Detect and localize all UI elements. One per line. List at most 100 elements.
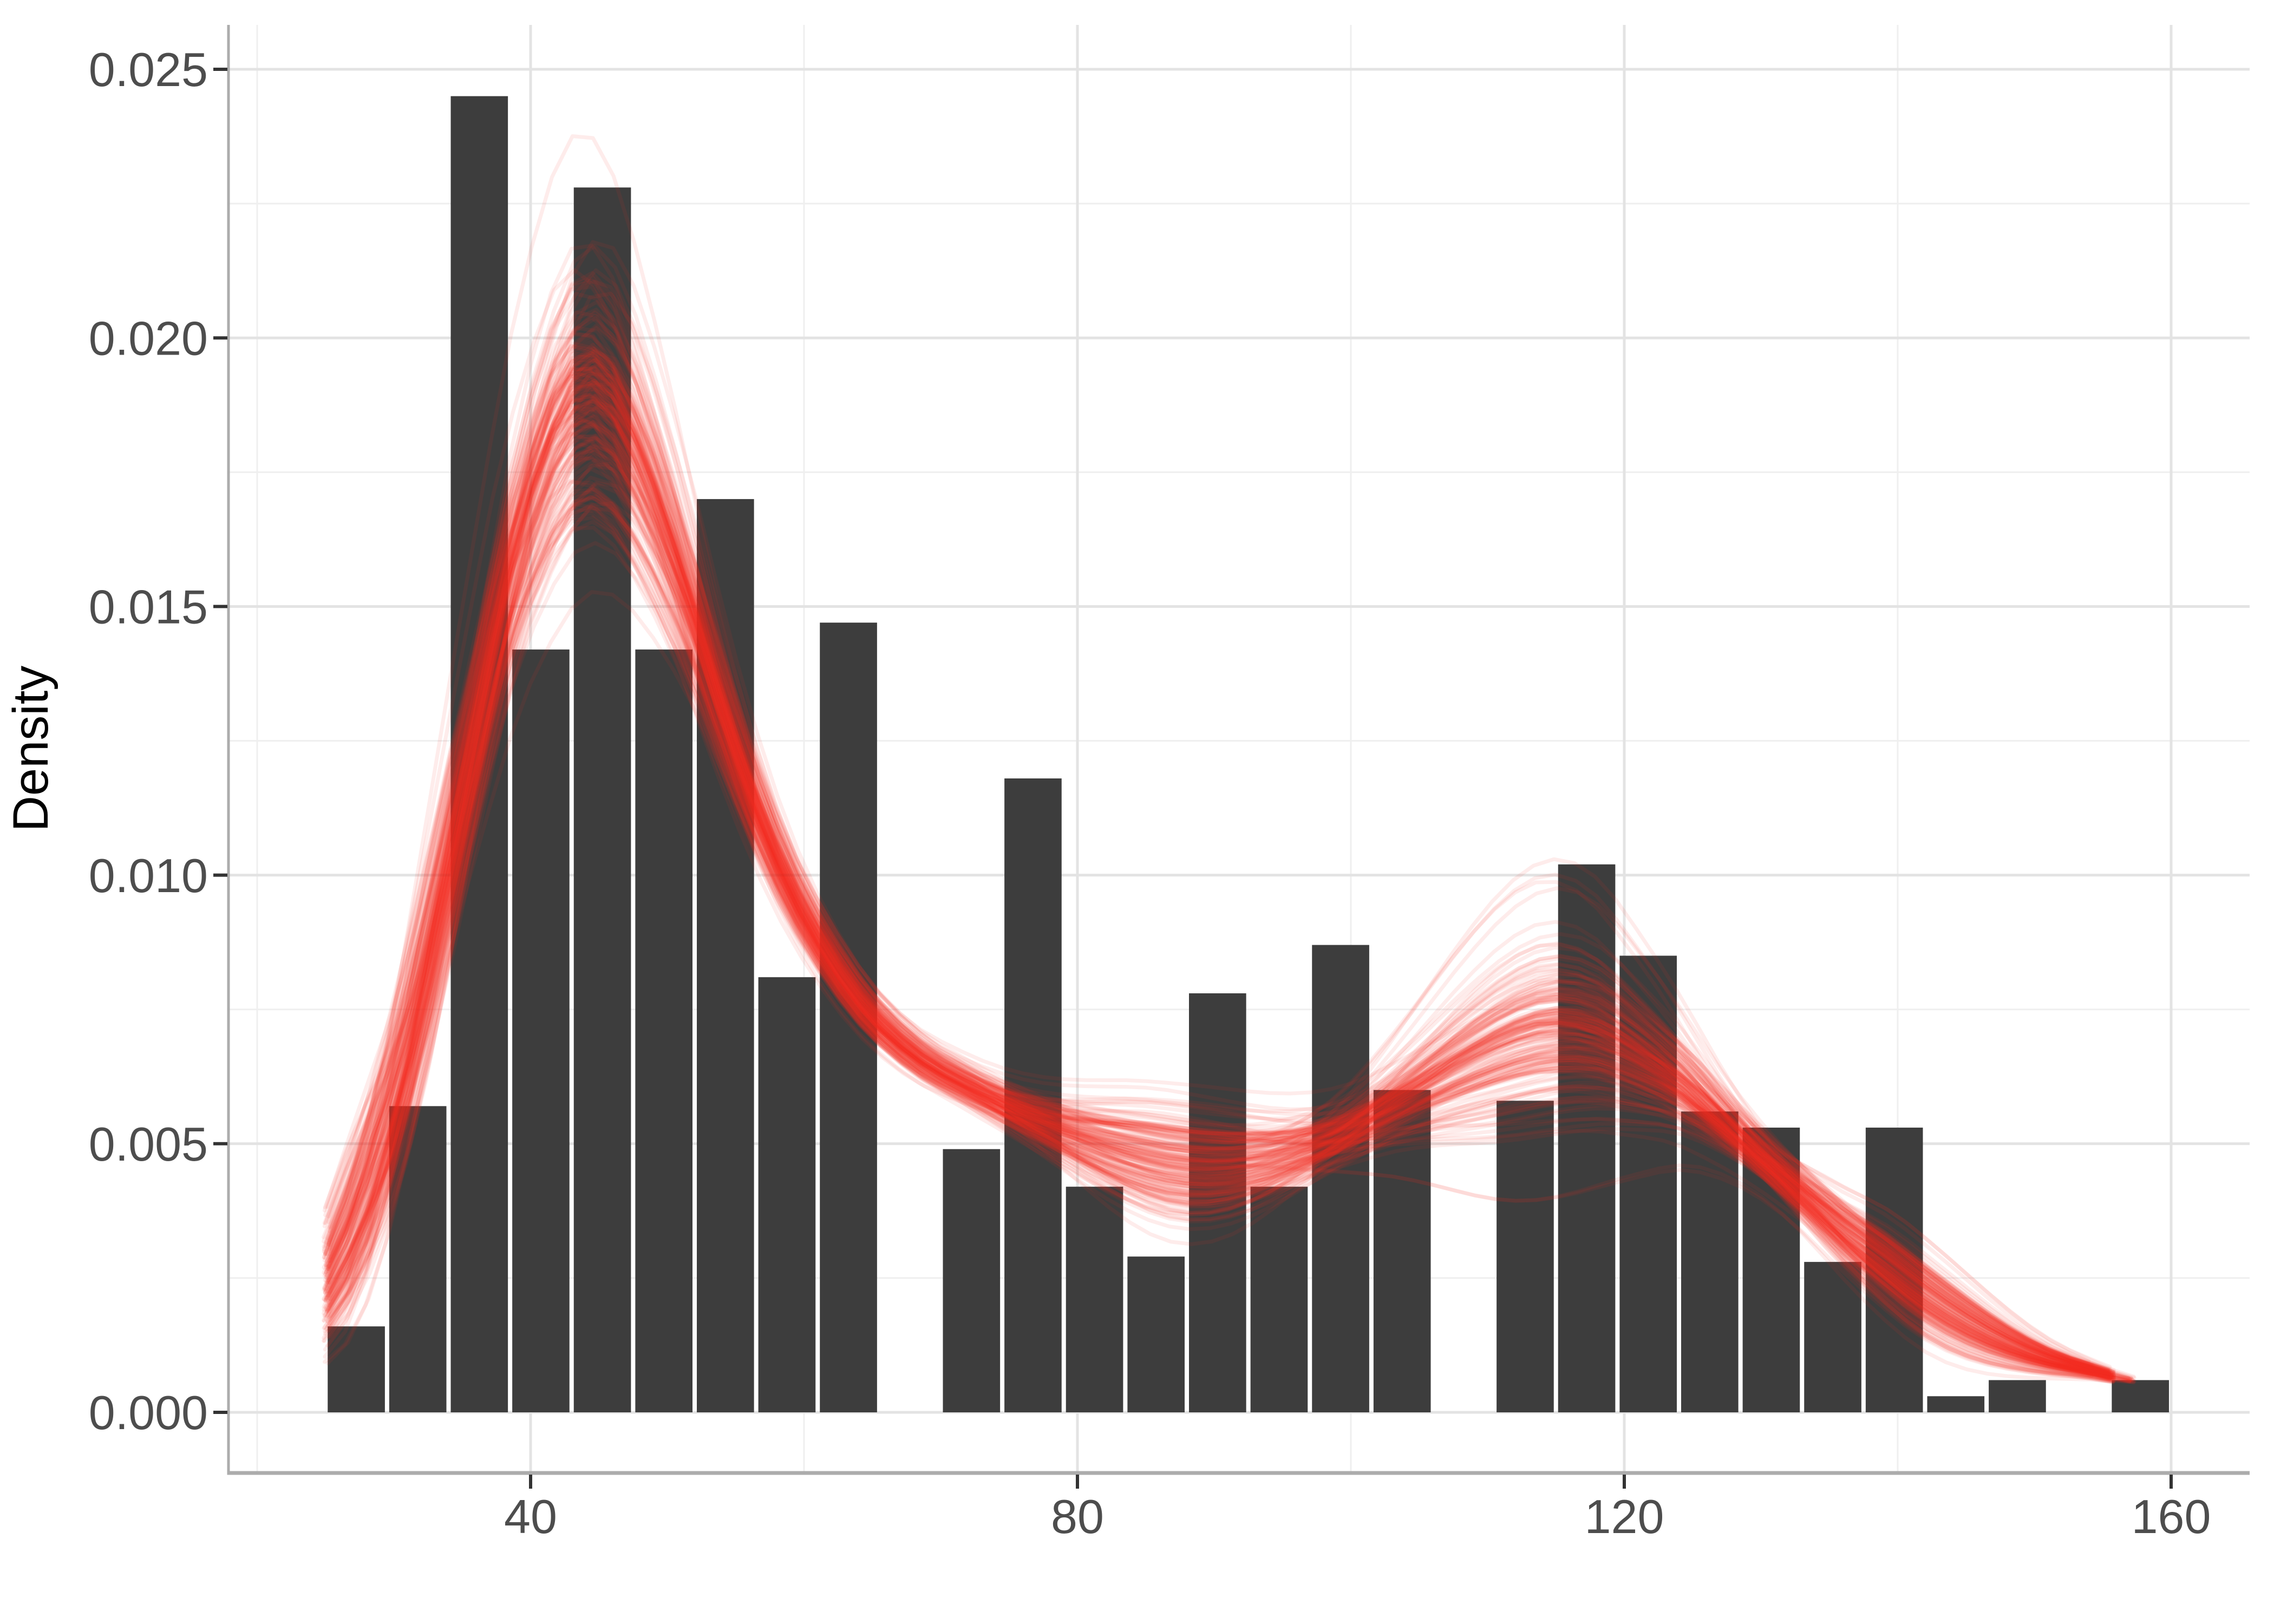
density-curve-draw <box>328 381 2116 1372</box>
density-curve-draw <box>327 411 2095 1376</box>
density-curve-draw <box>325 396 2093 1378</box>
density-curve-draw <box>324 374 2133 1381</box>
density-curve-draw <box>324 442 2133 1380</box>
density-curve-draw <box>322 291 2110 1373</box>
density-curve-draw <box>323 480 2111 1381</box>
density-curve-draw <box>324 489 2133 1383</box>
density-curve-draw <box>323 418 2091 1378</box>
density-curve-draw <box>324 454 2112 1376</box>
density-curve-draw <box>324 386 2113 1380</box>
density-curve-draw <box>326 387 2094 1370</box>
density-curve-draw <box>327 433 2115 1375</box>
density-curve-draw <box>322 335 2110 1373</box>
density-curve-draw <box>326 423 2114 1381</box>
density-curve-draw <box>324 415 2093 1371</box>
density-curve-draw <box>325 376 2114 1380</box>
density-curve-draw <box>328 300 2116 1377</box>
density-curve-draw <box>324 399 2113 1379</box>
density-curve-draw <box>328 370 2116 1383</box>
density-curve-draw <box>328 310 2116 1380</box>
histogram-bar <box>1250 1187 1308 1412</box>
density-curve-draw <box>322 370 2110 1374</box>
histogram-bar <box>1127 1256 1185 1412</box>
density-curve-draw <box>328 482 2116 1375</box>
density-curve-draw <box>324 134 2113 1375</box>
density-curve-draw <box>323 501 2112 1377</box>
density-curve-draw <box>325 365 2113 1377</box>
density-curve-draw <box>323 520 2112 1379</box>
density-curve-draw <box>322 375 2131 1381</box>
density-curve-draw <box>328 324 2116 1374</box>
density-curve-draw <box>322 495 2110 1380</box>
density-curve-draw <box>327 438 2115 1377</box>
density-curve-draw <box>328 502 2116 1383</box>
density-curve-draw <box>322 374 2110 1381</box>
density-curve-draw <box>322 385 2130 1380</box>
histogram-bar <box>1804 1262 1861 1412</box>
density-curve-draw <box>322 479 2110 1377</box>
density-curve-draw <box>325 365 2114 1380</box>
density-curve-draw <box>328 437 2116 1376</box>
density-curve-draw <box>326 363 2114 1373</box>
density-curve-draw <box>322 475 2110 1373</box>
density-curve-draw <box>323 353 2132 1384</box>
y-tick-label: 0.020 <box>89 311 208 365</box>
histogram-bar <box>1004 778 1062 1412</box>
y-tick-label: 0.010 <box>89 849 208 902</box>
density-curve-draw <box>324 454 2112 1380</box>
density-curve-draw <box>327 458 2095 1367</box>
density-curve-draw <box>328 405 2096 1371</box>
histogram-bar <box>1989 1380 2046 1412</box>
density-curve-draw <box>328 434 2096 1377</box>
x-tick-label: 40 <box>504 1490 557 1543</box>
density-curve-draw <box>323 371 2132 1381</box>
density-curve-draw <box>328 442 2116 1380</box>
density-curve-draw <box>322 449 2110 1376</box>
density-curve-draw <box>323 351 2111 1374</box>
density-curve-draw <box>326 358 2135 1382</box>
density-curve-draw <box>324 276 2092 1373</box>
density-curve-draw <box>324 423 2113 1380</box>
density-curve-draw <box>322 467 2110 1378</box>
density-curve-draw <box>322 371 2110 1373</box>
density-curve-draw <box>325 398 2093 1372</box>
density-curve-draw <box>324 450 2112 1378</box>
density-curve-draw <box>325 378 2114 1377</box>
tick-marks <box>213 68 2173 1489</box>
histogram-bar <box>758 977 816 1412</box>
histogram-bar <box>943 1149 1001 1412</box>
y-tick-label: 0.000 <box>89 1386 208 1439</box>
density-curve-draw <box>326 358 2115 1383</box>
histogram-bar <box>1865 1128 1923 1412</box>
histogram-bar <box>1681 1111 1739 1412</box>
histogram-bar <box>2112 1380 2169 1412</box>
histogram-bars <box>328 96 2169 1413</box>
density-curve-draw <box>322 504 2110 1376</box>
density-curve-draw <box>328 407 2116 1382</box>
density-curve-draw <box>327 481 2136 1379</box>
density-curve-draw <box>324 515 2112 1379</box>
density-curve-draw <box>328 381 2116 1377</box>
density-curve-draw <box>322 416 2110 1376</box>
density-curve-draw <box>324 351 2112 1377</box>
x-tick-label: 120 <box>1585 1490 1664 1543</box>
density-curve-draw <box>323 495 2112 1381</box>
density-curve-draw <box>326 349 2094 1370</box>
histogram-bar <box>328 1326 385 1412</box>
density-curve-draw <box>328 307 2116 1374</box>
density-curve-draw <box>327 316 2115 1373</box>
density-curve-draw <box>322 394 2110 1375</box>
density-curve-ensemble <box>322 134 2137 1385</box>
density-curve-draw <box>323 420 2112 1380</box>
x-tick-labels: 40 80 120 160 <box>504 1490 2211 1543</box>
density-curve-draw <box>324 271 2112 1377</box>
density-curve-draw <box>326 349 2114 1375</box>
density-curve-draw <box>328 292 2116 1378</box>
density-curve-draw <box>324 464 2112 1369</box>
density-curve-draw <box>326 366 2114 1380</box>
density-curve-draw <box>323 502 2090 1375</box>
axis-lines <box>227 25 2250 1475</box>
x-tick-label: 80 <box>1051 1490 1104 1543</box>
y-tick-label: 0.015 <box>89 580 208 634</box>
